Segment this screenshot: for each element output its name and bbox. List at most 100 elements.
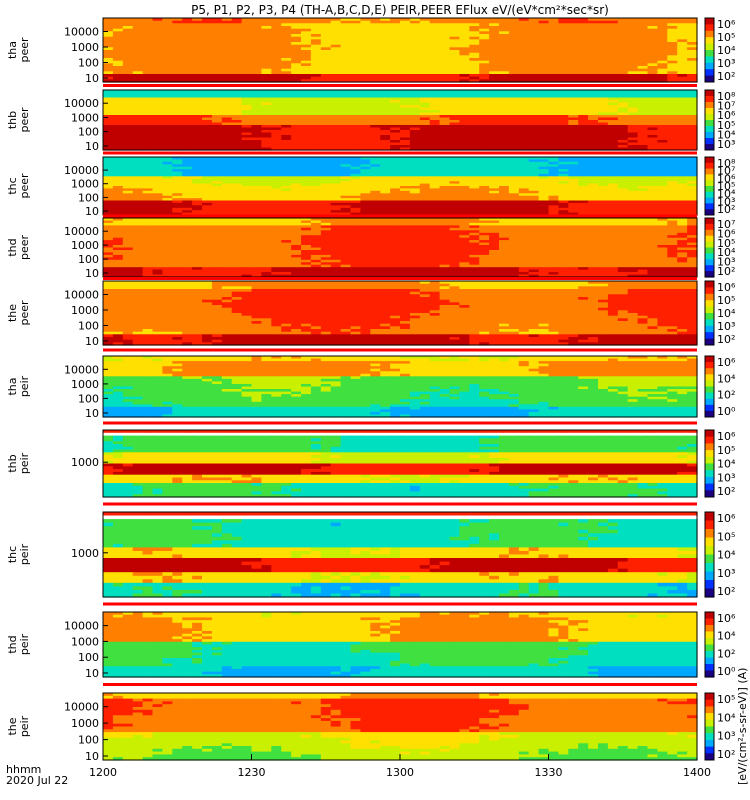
colorbar-segment: [705, 147, 714, 151]
spectrogram-cell: [499, 36, 510, 40]
spectrogram-cell: [499, 171, 510, 175]
spectrogram-cell: [291, 58, 302, 62]
spectrogram-cell: [647, 115, 658, 119]
spectrogram-cell: [469, 63, 480, 67]
spectrogram-cell: [429, 44, 441, 48]
spectrogram-cell: [330, 55, 342, 59]
spectrogram-cell: [508, 18, 520, 22]
spectrogram-cell: [192, 159, 203, 163]
spectrogram-cell: [607, 193, 619, 197]
spectrogram-cell: [192, 140, 203, 144]
spectrogram-cell: [301, 176, 312, 180]
colorbar-segment: [705, 197, 714, 201]
spectrogram-cell: [667, 176, 678, 180]
spectrogram-cell: [340, 173, 352, 177]
spectrogram-cell: [558, 92, 569, 96]
spectrogram-cell: [281, 107, 292, 111]
spectrogram-cell: [657, 105, 668, 109]
spectrogram-cell: [380, 107, 391, 111]
spectrogram-cell: [528, 188, 540, 192]
spectrogram-cell: [637, 71, 649, 75]
spectrogram-cell: [409, 176, 421, 180]
spectrogram-cell: [350, 157, 361, 160]
spectrogram-cell: [122, 132, 134, 136]
spectrogram-cell: [667, 36, 678, 40]
spectrogram-cell: [340, 47, 352, 51]
spectrogram-cell: [548, 47, 559, 51]
spectrogram-cell: [360, 166, 371, 170]
spectrogram-cell: [469, 97, 480, 101]
spectrogram-cell: [627, 195, 639, 199]
spectrogram-cell: [617, 115, 629, 119]
spectrogram-cell: [261, 47, 272, 51]
spectrogram-cell: [617, 110, 629, 114]
spectrogram-cell: [419, 190, 431, 194]
spectrogram-cell: [370, 169, 381, 173]
spectrogram-cell: [528, 55, 540, 59]
spectrogram-cell: [370, 125, 381, 129]
spectrogram-cell: [469, 115, 480, 119]
spectrogram-cell: [172, 52, 183, 56]
spectrogram-cell: [310, 42, 322, 46]
spectrogram-cell: [588, 135, 599, 139]
spectrogram-cell: [350, 92, 361, 96]
spectrogram-cell: [380, 112, 391, 116]
spectrogram-cell: [192, 169, 203, 173]
spectrogram-cell: [221, 52, 233, 56]
spectrogram-cell: [508, 20, 520, 24]
spectrogram-cell: [459, 97, 470, 101]
spectrogram-cell: [221, 66, 233, 70]
spectrogram-cell: [172, 132, 183, 136]
spectrogram-cell: [350, 193, 361, 197]
spectrogram-cell: [370, 120, 381, 124]
spectrogram-cell: [370, 68, 381, 72]
spectrogram-cell: [202, 60, 213, 64]
spectrogram-cell: [281, 71, 292, 75]
spectrogram-cell: [291, 42, 302, 46]
spectrogram-cell: [241, 193, 253, 197]
spectrogram-cell: [251, 60, 262, 64]
spectrogram-cell: [231, 100, 243, 104]
spectrogram-cell: [568, 147, 579, 151]
spectrogram-cell: [172, 127, 183, 131]
spectrogram-cell: [202, 105, 213, 109]
spectrogram-cell: [370, 145, 381, 149]
spectrogram-cell: [172, 74, 183, 78]
spectrogram-cell: [202, 117, 213, 121]
spectrogram-cell: [310, 181, 322, 185]
spectrogram-cell: [340, 31, 352, 35]
spectrogram-cell: [578, 176, 589, 180]
spectrogram-cell: [132, 68, 144, 72]
spectrogram-cell: [667, 120, 678, 124]
spectrogram-cell: [281, 79, 292, 83]
spectrogram-cell: [637, 190, 649, 194]
spectrogram-cell: [251, 186, 262, 189]
spectrogram-cell: [192, 42, 203, 46]
spectrogram-cell: [578, 132, 589, 136]
spectrogram-cell: [340, 105, 352, 109]
spectrogram-cell: [122, 198, 134, 202]
spectrogram-cell: [112, 79, 124, 83]
spectrogram-cell: [350, 164, 361, 168]
spectrogram-cell: [479, 28, 490, 32]
spectrogram-cell: [667, 186, 678, 189]
spectrogram-cell: [528, 135, 540, 139]
spectrogram-cell: [221, 190, 233, 194]
spectrogram-cell: [677, 190, 688, 194]
spectrogram-cell: [330, 71, 342, 75]
spectrogram-cell: [578, 71, 589, 75]
spectrogram-cell: [409, 23, 421, 27]
colorbar-segment: [705, 123, 714, 127]
spectrogram-cell: [528, 95, 540, 99]
spectrogram-cell: [469, 120, 480, 124]
spectrogram-cell: [142, 130, 154, 134]
spectrogram-cell: [103, 71, 114, 75]
spectrogram-cell: [330, 164, 342, 168]
spectrogram-cell: [657, 79, 668, 83]
spectrogram-cell: [508, 122, 520, 126]
spectrogram-cell: [677, 173, 688, 177]
spectrogram-cell: [667, 97, 678, 101]
spectrogram-cell: [647, 105, 658, 109]
spectrogram-cell: [132, 71, 144, 75]
spectrogram-cell: [390, 166, 401, 170]
